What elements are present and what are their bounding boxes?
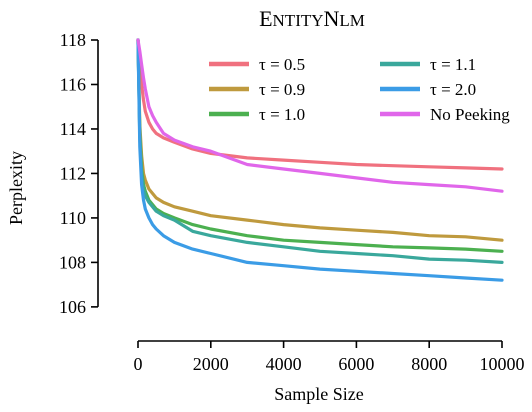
- x-axis-label: Sample Size: [274, 384, 363, 404]
- x-tick-label: 4000: [266, 354, 302, 374]
- x-tick-label: 0: [134, 354, 143, 374]
- legend-item: τ = 1.0: [209, 105, 305, 124]
- x-tick-label: 6000: [338, 354, 374, 374]
- y-tick-label: 112: [60, 163, 86, 183]
- legend-label: τ = 1.0: [259, 105, 305, 124]
- legend-item: τ = 0.9: [209, 80, 305, 99]
- y-tick-label: 106: [59, 297, 86, 317]
- chart-title: ENTITYNLM: [259, 6, 365, 31]
- plot-lines: [136, 38, 504, 282]
- legend-label: τ = 0.9: [259, 80, 305, 99]
- legend-item: τ = 0.5: [209, 55, 305, 74]
- y-tick-label: 116: [60, 74, 86, 94]
- x-tick-label: 2000: [193, 354, 229, 374]
- legend-label: τ = 2.0: [430, 80, 476, 99]
- series-line-1: [136, 38, 504, 171]
- legend-item: τ = 1.1: [380, 55, 476, 74]
- y-tick-label: 118: [60, 30, 86, 50]
- legend-label: τ = 0.5: [259, 55, 305, 74]
- x-tick-label: 8000: [411, 354, 447, 374]
- series-line-5: [136, 38, 504, 282]
- series-line-6: [136, 38, 504, 193]
- x-tick-label: 10000: [480, 354, 525, 374]
- y-tick-label: 114: [60, 119, 86, 139]
- legend: τ = 0.5 τ = 0.9 τ = 1.0 τ = 1.1 τ = 2.0 No Pe…: [209, 55, 510, 124]
- y-axis: 106 108 110 112 114 116 118: [59, 30, 99, 317]
- legend-item: τ = 2.0: [380, 80, 476, 99]
- legend-label: τ = 1.1: [430, 55, 476, 74]
- y-tick-label: 110: [60, 208, 86, 228]
- legend-item: No Peeking: [380, 105, 510, 124]
- y-tick-label: 108: [59, 252, 86, 272]
- legend-label: No Peeking: [430, 105, 510, 124]
- y-axis-label: Perplexity: [6, 151, 26, 225]
- x-axis: 0 2000 4000 6000 8000 10000: [134, 340, 525, 374]
